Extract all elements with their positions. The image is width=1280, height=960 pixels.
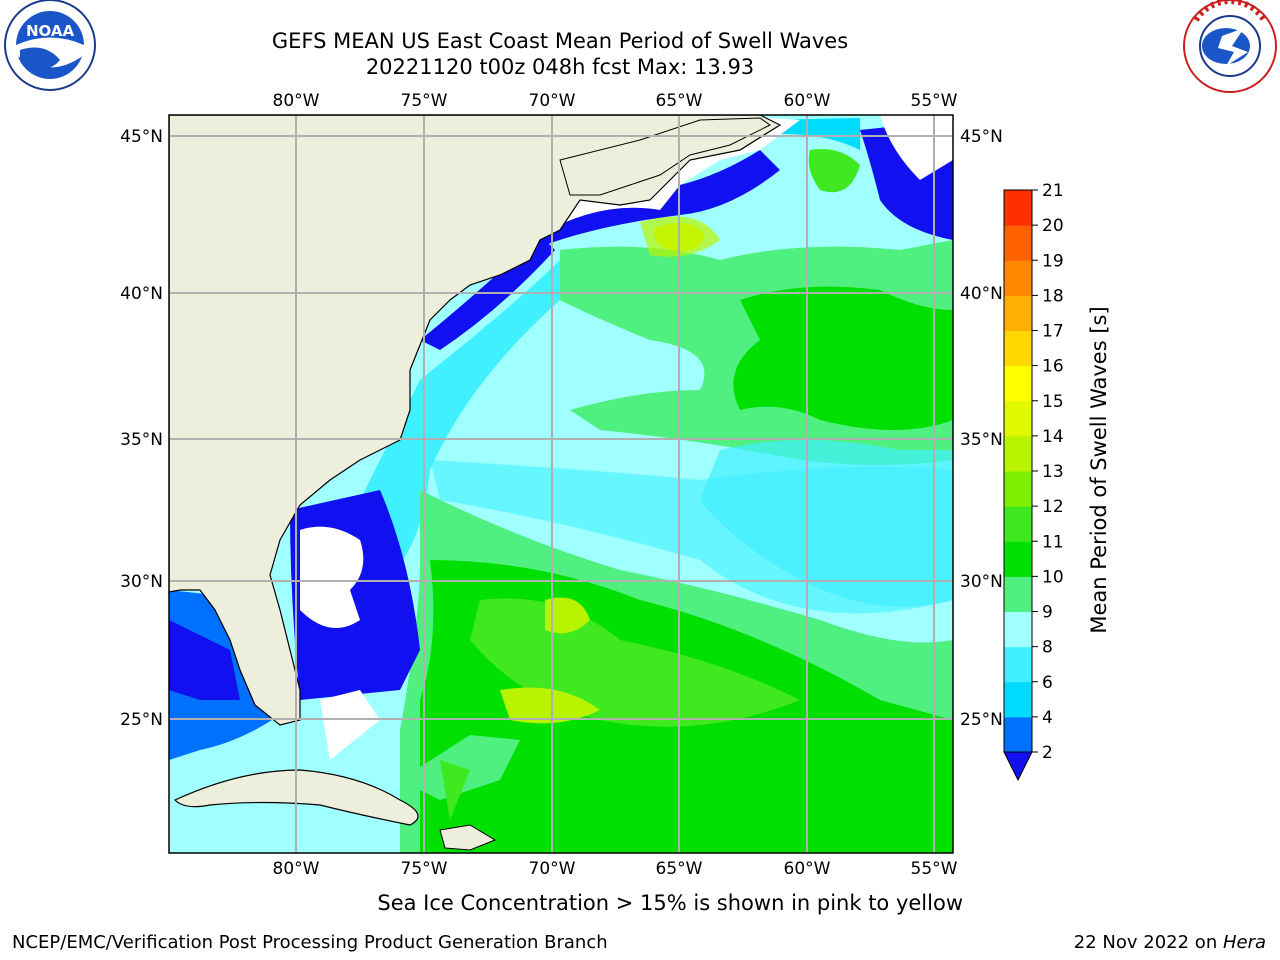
lon-label-bottom: 80°W: [273, 859, 320, 879]
colorbar-tick-label: 8: [1042, 638, 1053, 658]
colorbar-bin: [1004, 716, 1032, 753]
colorbar-bin: [1004, 576, 1032, 612]
graticule: [169, 115, 953, 853]
colorbar-bin: [1004, 471, 1032, 507]
lon-label-top: 70°W: [529, 91, 576, 111]
map-frame: [168, 114, 954, 854]
lat-label-left: 30°N: [120, 572, 163, 592]
noaa-logo-text: NOAA: [26, 22, 75, 40]
noaa-logo: NOAA: [4, 0, 96, 91]
colorbar-bin: [1004, 365, 1032, 402]
lat-label-left: 45°N: [120, 127, 163, 147]
colorbar-tick-label: 13: [1042, 462, 1064, 482]
lon-label-top: 80°W: [273, 91, 320, 111]
colorbar-bin: [1004, 646, 1032, 683]
colorbar-tick-label: 10: [1042, 567, 1064, 587]
colorbar-tick-label: 21: [1042, 181, 1064, 201]
colorbar-tick-label: 12: [1042, 497, 1064, 517]
lon-label-bottom: 65°W: [656, 859, 703, 879]
colorbar-tick-label: 9: [1042, 603, 1053, 623]
colorbar-tick-label: 19: [1042, 251, 1064, 271]
colorbar-tick-label: 2: [1042, 743, 1053, 763]
colorbar-tick-label: 4: [1042, 708, 1053, 728]
colorbar-title: Mean Period of Swell Waves [s]: [1087, 306, 1111, 633]
colorbar-bin: [1004, 330, 1032, 367]
colorbar-bin: [1004, 435, 1032, 472]
lon-label-bottom: 55°W: [911, 859, 958, 879]
colorbar-tick-label: 20: [1042, 216, 1064, 236]
lat-label-right: 45°N: [960, 127, 1003, 147]
footer-credit: NCEP/EMC/Verification Post Processing Pr…: [12, 932, 608, 953]
footer-date: 22 Nov 2022 on Hera: [1074, 932, 1266, 953]
colorbar-tick-label: 11: [1042, 532, 1064, 552]
lat-label-left: 35°N: [120, 430, 163, 450]
lon-label-bottom: 70°W: [529, 859, 576, 879]
chart-title: GEFS MEAN US East Coast Mean Period of S…: [271, 29, 849, 53]
lat-label-right: 25°N: [960, 710, 1003, 730]
lon-label-top: 75°W: [401, 91, 448, 111]
colorbar-bin: [1004, 541, 1032, 577]
nws-logo: [1183, 0, 1277, 93]
colorbar-extend: [1003, 751, 1033, 782]
lon-label-top: 60°W: [784, 91, 831, 111]
lon-label-bottom: 75°W: [401, 859, 448, 879]
lat-label-right: 35°N: [960, 430, 1003, 450]
colorbar-tick-label: 15: [1042, 392, 1064, 412]
lon-label-top: 55°W: [911, 91, 958, 111]
colorbar-bin: [1004, 260, 1032, 296]
colorbar-bin: [1004, 506, 1032, 542]
colorbar: 2 4 6 8 9 10 11 12 13 14 15 16 17 18 19 20 21: [1003, 181, 1064, 782]
lat-label-right: 30°N: [960, 572, 1003, 592]
sea-ice-note: Sea Ice Concentration > 15% is shown in …: [377, 891, 963, 915]
colorbar-tick-label: 14: [1042, 427, 1064, 447]
lat-label-left: 40°N: [120, 284, 163, 304]
colorbar-tick-label: 18: [1042, 286, 1064, 306]
colorbar-tick-label: 17: [1042, 322, 1064, 342]
colorbar-bin: [1004, 225, 1032, 261]
colorbar-bin: [1004, 400, 1032, 437]
lon-label-top: 65°W: [656, 91, 703, 111]
colorbar-bin: [1004, 681, 1032, 718]
lon-label-bottom: 60°W: [784, 859, 831, 879]
colorbar-bin: [1004, 190, 1032, 226]
footer-host: Hera: [1222, 932, 1266, 953]
colorbar-bin: [1004, 295, 1032, 331]
footer-date-text: 22 Nov 2022 on: [1073, 932, 1223, 953]
lat-label-right: 40°N: [960, 284, 1003, 304]
colorbar-bin: [1004, 611, 1032, 648]
colorbar-tick-label: 16: [1042, 357, 1064, 377]
colorbar-tick-label: 6: [1042, 673, 1053, 693]
chart-subtitle: 20221120 t00z 048h fcst Max: 13.93: [365, 55, 755, 79]
lat-label-left: 25°N: [120, 710, 163, 730]
